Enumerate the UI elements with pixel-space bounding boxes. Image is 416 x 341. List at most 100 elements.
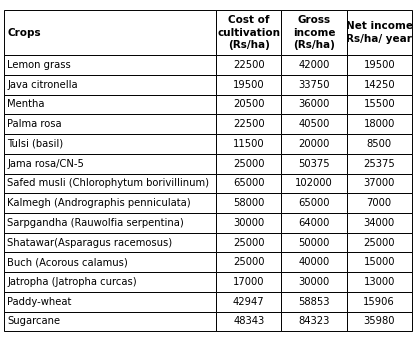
Bar (281, 252, 347, 272)
Bar (4, 75, 216, 95)
Text: Jatropha (Jatropha curcas): Jatropha (Jatropha curcas) (7, 277, 137, 287)
Bar (347, 312, 412, 331)
Bar (281, 154, 347, 174)
Bar (347, 114, 412, 134)
Bar (347, 95, 412, 114)
Text: 35980: 35980 (364, 316, 395, 326)
Bar (4, 272, 216, 292)
Text: 65000: 65000 (298, 198, 330, 208)
Text: 50000: 50000 (298, 238, 330, 248)
Bar (281, 10, 347, 55)
Text: 33750: 33750 (298, 80, 330, 90)
Text: 19500: 19500 (364, 60, 395, 70)
Bar (281, 134, 347, 154)
Bar (4, 55, 216, 75)
Bar (281, 75, 347, 95)
Text: Sarpgandha (Rauwolfia serpentina): Sarpgandha (Rauwolfia serpentina) (7, 218, 184, 228)
Bar (4, 292, 216, 312)
Text: 11500: 11500 (233, 139, 265, 149)
Text: Kalmegh (Andrographis penniculata): Kalmegh (Andrographis penniculata) (7, 198, 191, 208)
Bar (347, 292, 412, 312)
Text: 19500: 19500 (233, 80, 265, 90)
Text: 25000: 25000 (233, 238, 265, 248)
Text: 22500: 22500 (233, 119, 265, 129)
Bar (216, 213, 281, 233)
Bar (281, 272, 347, 292)
Bar (281, 174, 347, 193)
Text: 42947: 42947 (233, 297, 265, 307)
Text: Mentha: Mentha (7, 100, 45, 109)
Bar (347, 55, 412, 75)
Bar (281, 95, 347, 114)
Text: Safed musli (Chlorophytum borivillinum): Safed musli (Chlorophytum borivillinum) (7, 178, 209, 188)
Bar (347, 174, 412, 193)
Bar (347, 134, 412, 154)
Text: 15906: 15906 (363, 297, 395, 307)
Bar (347, 252, 412, 272)
Text: 102000: 102000 (295, 178, 333, 188)
Text: 7000: 7000 (366, 198, 392, 208)
Text: Cost of
cultivation
(Rs/ha): Cost of cultivation (Rs/ha) (217, 15, 280, 50)
Bar (216, 272, 281, 292)
Text: 40500: 40500 (298, 119, 330, 129)
Text: 18000: 18000 (364, 119, 395, 129)
Bar (281, 114, 347, 134)
Text: 36000: 36000 (298, 100, 330, 109)
Bar (216, 193, 281, 213)
Text: Paddy-wheat: Paddy-wheat (7, 297, 72, 307)
Text: 58000: 58000 (233, 198, 265, 208)
Bar (281, 55, 347, 75)
Text: 84323: 84323 (298, 316, 330, 326)
Bar (281, 213, 347, 233)
Text: 25000: 25000 (233, 159, 265, 169)
Bar (216, 174, 281, 193)
Bar (216, 134, 281, 154)
Bar (216, 154, 281, 174)
Text: Tulsi (basil): Tulsi (basil) (7, 139, 64, 149)
Text: Net income
Rs/ha/ year: Net income Rs/ha/ year (346, 21, 413, 44)
Text: 25375: 25375 (363, 159, 395, 169)
Text: Palma rosa: Palma rosa (7, 119, 62, 129)
Bar (216, 95, 281, 114)
Text: Crops: Crops (7, 28, 41, 38)
Bar (347, 75, 412, 95)
Bar (347, 10, 412, 55)
Bar (4, 95, 216, 114)
Text: 48343: 48343 (233, 316, 265, 326)
Text: Jama rosa/CN-5: Jama rosa/CN-5 (7, 159, 84, 169)
Text: 50375: 50375 (298, 159, 330, 169)
Bar (4, 252, 216, 272)
Bar (216, 252, 281, 272)
Bar (347, 272, 412, 292)
Bar (216, 10, 281, 55)
Bar (216, 233, 281, 252)
Text: Java citronella: Java citronella (7, 80, 78, 90)
Text: Gross
income
(Rs/ha): Gross income (Rs/ha) (293, 15, 335, 50)
Bar (4, 312, 216, 331)
Text: 20000: 20000 (298, 139, 330, 149)
Text: 15000: 15000 (364, 257, 395, 267)
Bar (216, 292, 281, 312)
Bar (347, 233, 412, 252)
Bar (281, 312, 347, 331)
Bar (4, 193, 216, 213)
Text: 25000: 25000 (364, 238, 395, 248)
Bar (4, 134, 216, 154)
Text: 65000: 65000 (233, 178, 265, 188)
Bar (4, 174, 216, 193)
Bar (4, 233, 216, 252)
Bar (216, 312, 281, 331)
Text: 64000: 64000 (298, 218, 330, 228)
Text: 15500: 15500 (364, 100, 395, 109)
Text: 13000: 13000 (364, 277, 395, 287)
Text: 37000: 37000 (364, 178, 395, 188)
Bar (281, 193, 347, 213)
Bar (347, 213, 412, 233)
Bar (281, 233, 347, 252)
Text: 17000: 17000 (233, 277, 265, 287)
Bar (216, 55, 281, 75)
Bar (4, 213, 216, 233)
Text: 20500: 20500 (233, 100, 265, 109)
Bar (4, 154, 216, 174)
Text: 58853: 58853 (298, 297, 330, 307)
